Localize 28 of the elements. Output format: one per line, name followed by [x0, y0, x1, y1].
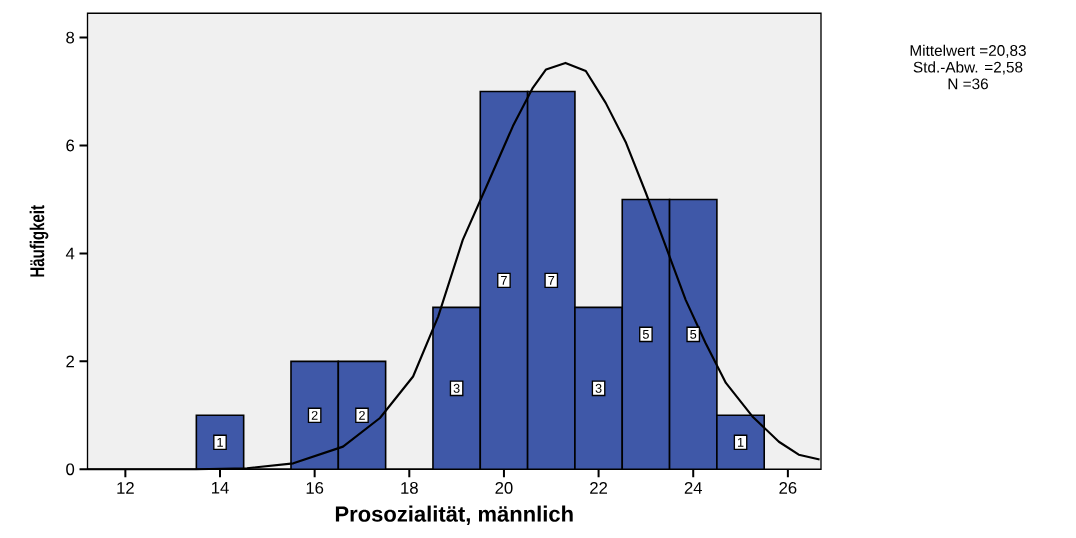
data-label: 5 [690, 329, 697, 339]
x-tick-label: 22 [590, 482, 608, 494]
x-tick-label: 20 [495, 482, 513, 494]
data-label: 3 [595, 383, 602, 393]
y-tick-label: 2 [66, 355, 74, 368]
text: N =36 [948, 78, 988, 90]
data-label: 5 [642, 329, 649, 339]
data-label: 7 [548, 276, 555, 285]
x-tick-label: 14 [212, 482, 229, 494]
x-tick-label: 18 [401, 482, 418, 494]
x-axis-title: Prosozialität, männlich [335, 505, 573, 525]
y-tick-label: 0 [66, 463, 75, 476]
x-tick-label: 12 [117, 482, 134, 494]
data-label: 2 [359, 410, 365, 420]
data-label: 7 [501, 276, 507, 285]
y-tick-label: 4 [65, 247, 75, 260]
x-tick-label: 24 [684, 482, 703, 494]
data-label: 2 [311, 410, 318, 420]
x-tick-label: 26 [779, 482, 797, 494]
data-label: 3 [453, 383, 460, 393]
text: Mittelwert =20,83 [910, 44, 1026, 58]
y-axis-title: Häufigkeit [29, 205, 49, 277]
text: Std.-Abw. =2,58 [913, 61, 1023, 75]
y-tick-label: 8 [66, 31, 75, 44]
x-tick-label: 16 [306, 482, 324, 494]
y-tick-label: 6 [66, 139, 75, 152]
data-label: 1 [217, 437, 223, 447]
data-label: 1 [737, 437, 744, 447]
